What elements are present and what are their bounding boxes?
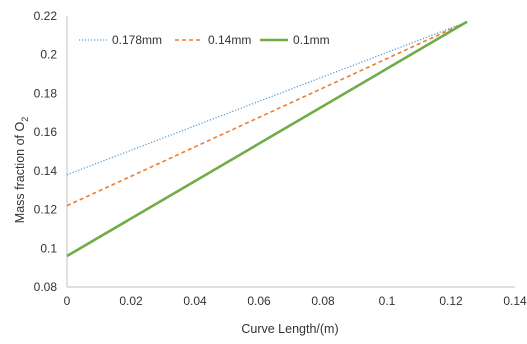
y-tick-label: 0.18	[34, 86, 58, 100]
y-tick-label: 0.1	[40, 241, 57, 255]
y-axis-title-subscript: 2	[20, 117, 30, 122]
y-tick-label: 0.08	[34, 280, 58, 294]
y-axis-title: Mass fraction of O2	[13, 117, 30, 223]
x-tick-label: 0.06	[247, 294, 271, 308]
y-axis-title-main: Mass fraction of O	[13, 122, 27, 224]
series-line-0.14mm	[66, 21, 468, 207]
legend-label-0.178mm: 0.178mm	[112, 33, 162, 47]
series-line-0.178mm	[66, 21, 468, 176]
series-line-0.1mm	[66, 20, 468, 258]
y-tick-label: 0.14	[34, 164, 58, 178]
x-tick-label: 0.14	[503, 294, 527, 308]
tick-labels-group: 0 0.02 0.04 0.06 0.08 0.1 0.12 0.14 0.08 0.1 0.12 0…	[34, 9, 527, 308]
x-tick-label: 0.12	[439, 294, 463, 308]
legend-label-0.14mm: 0.14mm	[208, 33, 251, 47]
y-tick-label: 0.2	[40, 48, 57, 62]
y-tick-label: 0.22	[34, 9, 58, 23]
x-tick-label: 0.1	[379, 294, 396, 308]
legend: 0.178mm 0.14mm 0.1mm	[79, 33, 330, 47]
series-group	[66, 20, 468, 258]
legend-label-0.1mm: 0.1mm	[293, 33, 330, 47]
axes-group	[66, 16, 515, 288]
y-tick-label: 0.12	[34, 203, 58, 217]
x-tick-label: 0.08	[311, 294, 335, 308]
x-tick-label: 0	[64, 294, 71, 308]
y-tick-label: 0.16	[34, 125, 58, 139]
x-axis-title: Curve Length/(m)	[241, 322, 338, 336]
x-tick-label: 0.02	[119, 294, 143, 308]
x-tick-label: 0.04	[183, 294, 207, 308]
